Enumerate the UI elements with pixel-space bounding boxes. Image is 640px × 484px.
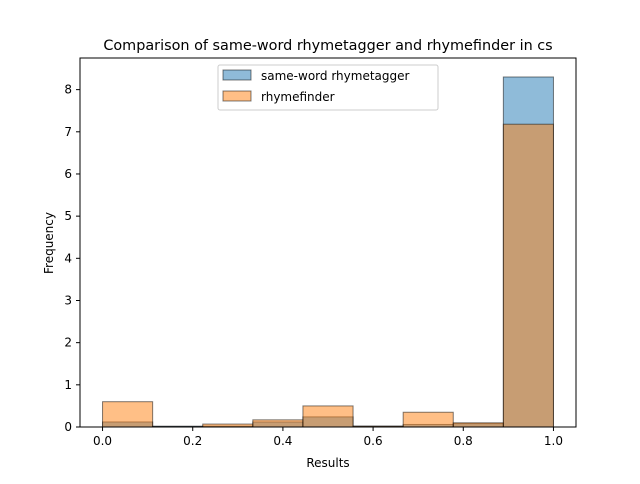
legend: same-word rhymetagger rhymefinder [218,65,438,110]
y-tick-label: 3 [64,293,72,307]
y-tick-label: 4 [64,251,72,265]
bar-rhymefinder-bin-6 [403,412,453,427]
x-tick-label: 0.0 [93,434,112,448]
x-tick-label: 0.2 [183,434,202,448]
legend-swatch-rhymefinder [223,91,251,101]
x-axis-label: Results [306,456,349,470]
x-tick-label: 1.0 [544,434,563,448]
x-tick-label: 0.4 [273,434,292,448]
bar-rhymefinder-bin-3 [253,420,303,427]
legend-swatch-same-word-rhymetagger [223,70,251,80]
y-tick-label: 2 [64,336,72,350]
x-tick-label: 0.6 [364,434,383,448]
bar-rhymefinder-bin-8 [503,124,553,427]
y-tick-label: 0 [64,420,72,434]
y-tick-label: 5 [64,209,72,223]
y-axis-label: Frequency [42,212,56,274]
y-tick-label: 1 [64,378,72,392]
bar-rhymefinder-bin-7 [453,423,503,427]
legend-label-same-word-rhymetagger: same-word rhymetagger [261,69,409,83]
legend-label-rhymefinder: rhymefinder [261,90,335,104]
chart-title: Comparison of same-word rhymetagger and … [103,38,552,54]
bar-rhymefinder-bin-4 [303,406,353,427]
y-tick-label: 8 [64,83,72,97]
bar-rhymefinder-bin-0 [103,402,153,427]
y-tick-label: 6 [64,167,72,181]
x-tick-label: 0.8 [454,434,473,448]
y-tick-label: 7 [64,125,72,139]
